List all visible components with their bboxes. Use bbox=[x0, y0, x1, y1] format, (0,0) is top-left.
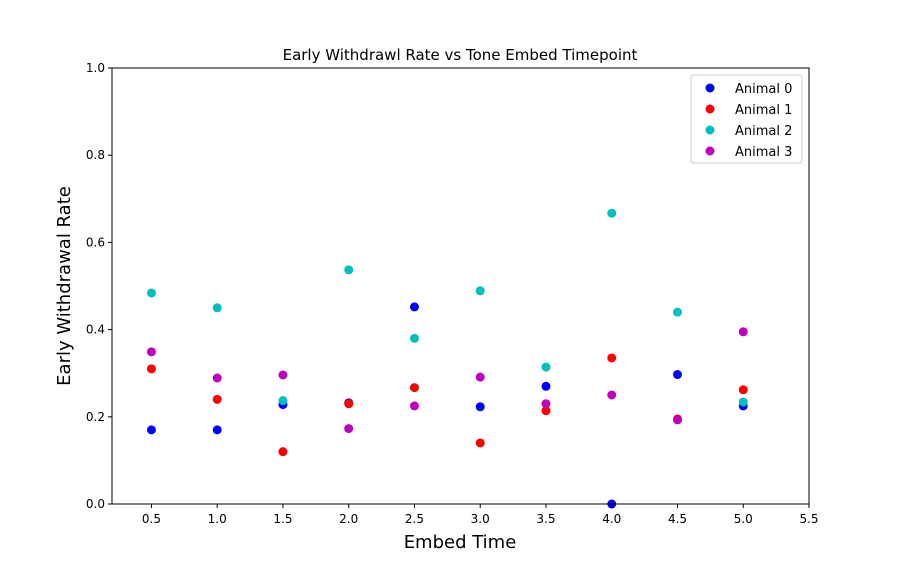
data-point-animal-3 bbox=[146, 347, 156, 357]
x-tick-label: 3.5 bbox=[536, 512, 555, 526]
y-tick-label: 0.0 bbox=[86, 497, 105, 511]
data-point-animal-1 bbox=[212, 394, 222, 404]
data-point-animal-2 bbox=[607, 208, 617, 218]
data-point-animal-2 bbox=[672, 307, 682, 317]
data-point-animal-2 bbox=[344, 265, 354, 275]
data-point-animal-3 bbox=[344, 424, 354, 434]
legend-marker bbox=[705, 125, 715, 135]
x-tick-label: 2.0 bbox=[339, 512, 358, 526]
data-point-animal-3 bbox=[607, 390, 617, 400]
data-point-animal-3 bbox=[278, 370, 288, 380]
chart-title: Early Withdrawl Rate vs Tone Embed Timep… bbox=[283, 46, 638, 64]
data-point-animal-1 bbox=[607, 353, 617, 363]
x-tick-label: 5.5 bbox=[799, 512, 818, 526]
data-point-animal-1 bbox=[146, 364, 156, 374]
data-point-animal-1 bbox=[738, 385, 748, 395]
data-point-animal-1 bbox=[541, 406, 551, 416]
data-point-animal-3 bbox=[541, 399, 551, 409]
x-tick-label: 3.0 bbox=[471, 512, 490, 526]
data-point-animal-3 bbox=[212, 373, 222, 383]
data-point-animal-0 bbox=[146, 425, 156, 435]
x-tick-label: 0.5 bbox=[142, 512, 161, 526]
y-axis-title: Early Withdrawal Rate bbox=[54, 186, 75, 386]
y-tick-label: 1.0 bbox=[86, 61, 105, 75]
data-point-animal-3 bbox=[409, 401, 419, 411]
data-point-animal-1 bbox=[344, 399, 354, 409]
x-axis-title: Embed Time bbox=[404, 532, 517, 553]
x-tick-label: 1.0 bbox=[208, 512, 227, 526]
legend-marker bbox=[705, 146, 715, 156]
data-point-animal-2 bbox=[475, 286, 485, 296]
data-point-animal-0 bbox=[212, 425, 222, 435]
axis-ticks: 0.5 1.0 1.5 2.0 2.5 3.0 3.5 4.0 4.5 5.0 5.5 0.0 0.2 0… bbox=[86, 61, 819, 526]
data-point-animal-3 bbox=[672, 415, 682, 425]
data-point-animal-3 bbox=[475, 372, 485, 382]
y-tick-label: 0.6 bbox=[86, 235, 105, 249]
legend-marker bbox=[705, 104, 715, 114]
data-point-animal-2 bbox=[212, 303, 222, 313]
data-point-animal-2 bbox=[146, 288, 156, 298]
y-tick-label: 0.8 bbox=[86, 148, 105, 162]
x-tick-label: 2.5 bbox=[405, 512, 424, 526]
data-point-animal-2 bbox=[738, 397, 748, 407]
x-tick-label: 1.5 bbox=[273, 512, 292, 526]
data-point-animal-0 bbox=[475, 402, 485, 412]
data-point-animal-0 bbox=[409, 302, 419, 312]
y-tick-label: 0.4 bbox=[86, 323, 105, 337]
data-point-animal-1 bbox=[409, 383, 419, 393]
legend-label: Animal 3 bbox=[735, 145, 792, 160]
x-tick-label: 5.0 bbox=[734, 512, 753, 526]
data-point-animal-1 bbox=[278, 447, 288, 457]
legend-label: Animal 0 bbox=[735, 82, 792, 97]
legend-marker bbox=[705, 83, 715, 93]
data-point-animal-0 bbox=[672, 370, 682, 380]
legend-box bbox=[690, 74, 803, 164]
plot-frame bbox=[111, 67, 810, 505]
y-tick-label: 0.2 bbox=[86, 410, 105, 424]
legend: Animal 0 Animal 1 Animal 2 Animal 3 bbox=[690, 74, 803, 164]
data-point-animal-2 bbox=[278, 396, 288, 406]
x-tick-label: 4.5 bbox=[668, 512, 687, 526]
legend-label: Animal 1 bbox=[735, 103, 792, 118]
data-point-animal-2 bbox=[541, 362, 551, 372]
data-point-animal-1 bbox=[475, 438, 485, 448]
data-point-animal-0 bbox=[541, 381, 551, 391]
x-tick-label: 4.0 bbox=[602, 512, 621, 526]
plot-area bbox=[146, 208, 748, 509]
legend-label: Animal 2 bbox=[735, 124, 792, 139]
data-point-animal-2 bbox=[409, 333, 419, 343]
data-point-animal-3 bbox=[738, 327, 748, 337]
